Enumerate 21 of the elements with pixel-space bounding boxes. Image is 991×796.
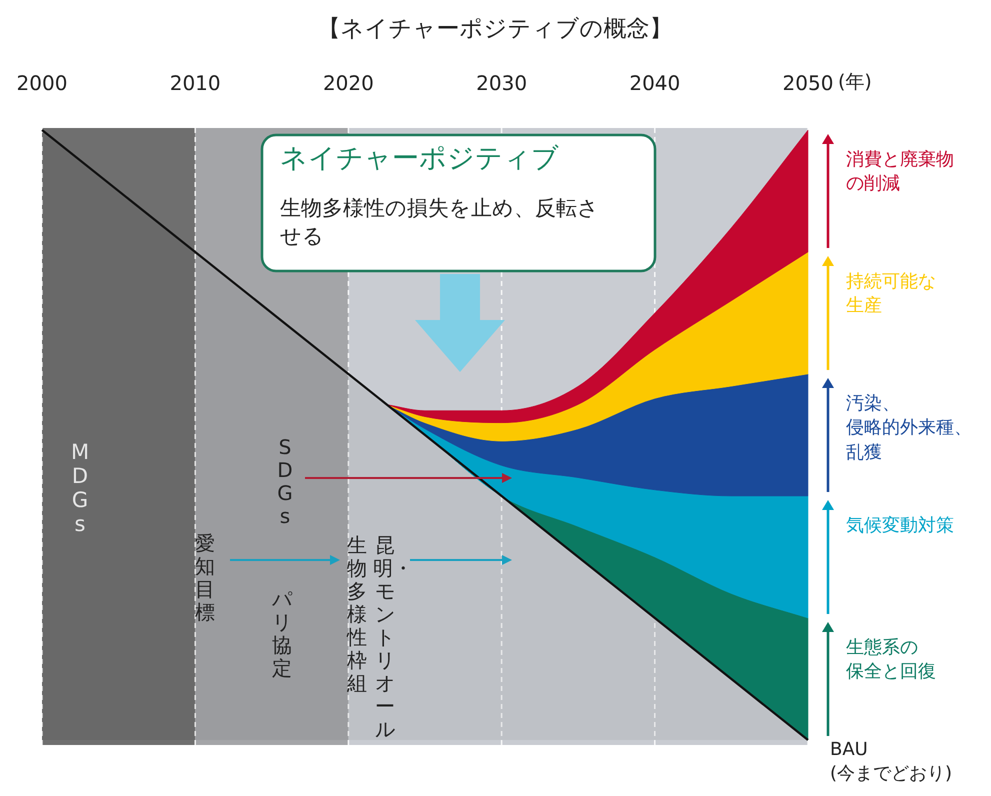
x-tick-label: 2050 bbox=[782, 70, 834, 97]
legend-label: 消費と廃棄物の削減 bbox=[846, 148, 954, 196]
legend-label: 生態系の保全と回復 bbox=[846, 636, 936, 684]
legend-label: 持続可能な生産 bbox=[846, 270, 936, 318]
x-tick-label: 2020 bbox=[322, 70, 374, 97]
chart-title: 【ネイチャーポジティブの概念】 bbox=[318, 15, 672, 44]
annotation: SDGs bbox=[276, 435, 294, 528]
series-label: BAU(今までどおり) bbox=[830, 738, 952, 786]
x-tick-label: 2040 bbox=[629, 70, 680, 97]
text: 昆明・モントリオール生物多様性枠組 bbox=[347, 533, 413, 741]
annotation: MDGs bbox=[70, 440, 90, 537]
legend-label: 気候変動対策 bbox=[846, 514, 954, 538]
x-tick-label: 2000 bbox=[16, 70, 68, 97]
x-axis-title: (年) bbox=[838, 70, 872, 95]
annotation: 愛知目標 bbox=[194, 531, 216, 624]
x-tick-label: 2030 bbox=[476, 70, 528, 97]
x-tick-label: 2010 bbox=[170, 70, 221, 97]
annotation: 生物多様性の損失を止め、反転させる bbox=[280, 195, 599, 250]
legend-label: 汚染、侵略的外来種、乱獲 bbox=[846, 392, 972, 465]
annotation: パリ協定 bbox=[271, 587, 294, 680]
annotation: ネイチャーポジティブ bbox=[280, 142, 559, 176]
